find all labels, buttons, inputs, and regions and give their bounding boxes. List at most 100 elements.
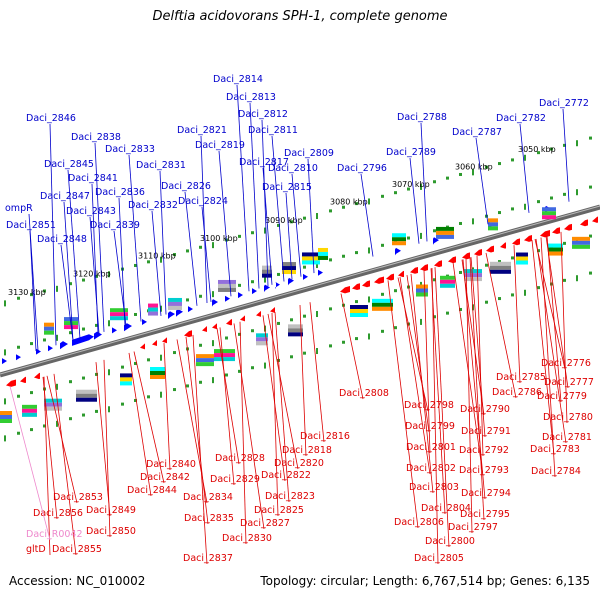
scale-dot-top [407, 187, 410, 191]
top-feature-block [148, 307, 158, 312]
scale-dot-lower [82, 376, 85, 380]
scale-dot-top [446, 176, 449, 180]
bottom-feature-block [288, 328, 303, 333]
top-strand-gene-arrow [212, 299, 218, 307]
scale-dot-bottom [160, 391, 162, 398]
top-gene-label-leader [29, 230, 37, 351]
top-gene-label-leader [128, 154, 142, 322]
bottom-strand-gene-arrow [212, 323, 217, 330]
scale-dot-lower [4, 398, 6, 405]
bottom-gene-label-leader [271, 312, 279, 517]
top-gene-label-leader [200, 135, 208, 304]
scale-dot-top [394, 191, 397, 195]
bottom-gene-label-leader [485, 252, 517, 399]
bottom-gene-label: Daci_2828 [215, 453, 265, 464]
scale-dot-top [498, 162, 501, 166]
scale-dot-bottom [238, 369, 241, 373]
bottom-gene-label: Daci_2816 [300, 431, 350, 442]
scale-dot-bottom [563, 278, 566, 282]
scale-tick-label: 3100 kbp [200, 234, 238, 243]
top-strand-gene-arrow [142, 318, 147, 327]
top-feature-block [44, 330, 54, 335]
top-feature-block [282, 262, 296, 267]
bottom-strand-gene-arrow [552, 227, 560, 235]
bottom-feature-block [350, 313, 368, 317]
bottom-feature-block [548, 243, 563, 248]
bottom-feature-block [0, 415, 12, 419]
bottom-gene-label: Daci_2795 [460, 509, 510, 520]
top-strand-gene-arrow [168, 311, 175, 319]
bottom-feature-block [22, 404, 37, 409]
scale-dot-bottom [186, 384, 189, 388]
bottom-gene-label-leader [299, 304, 307, 457]
top-feature-block [218, 287, 236, 292]
top-strand-gene-arrow [252, 288, 257, 296]
top-gene-label-leader [94, 142, 105, 332]
scale-dot-upper [589, 185, 592, 189]
bottom-feature-block [372, 298, 393, 303]
bottom-gene-label-leader [469, 257, 485, 521]
scale-dot-lower [381, 292, 384, 296]
top-gene-label-leader [49, 123, 57, 346]
bottom-gene-label-leader [262, 315, 286, 482]
bottom-gene-label-leader [560, 231, 568, 424]
top-strand-gene-arrow [225, 295, 230, 303]
top-gene-label-leader [307, 158, 315, 274]
scale-dot-lower [433, 278, 436, 282]
scale-dot-top [511, 158, 514, 162]
top-gene-label: Daci_2819 [195, 140, 245, 151]
scale-dot-lower [303, 314, 306, 318]
bottom-gene-label: Daci_2786 [492, 387, 542, 398]
scale-dot-lower [277, 321, 280, 325]
bottom-strand-gene-arrow [184, 330, 192, 338]
bottom-feature-block [44, 406, 62, 411]
top-gene-label: Daci_2772 [539, 98, 589, 109]
bottom-strand-gene-arrow [564, 223, 572, 231]
bottom-gene-label: Daci_2803 [409, 482, 459, 493]
scale-dot-lower [173, 351, 176, 355]
bottom-strand-gene-arrow [202, 326, 207, 333]
scale-dot-upper [433, 229, 436, 233]
scale-dot-bottom [134, 398, 137, 402]
scale-dot-top [303, 216, 306, 220]
bottom-gene-label: Daci_2808 [339, 388, 389, 399]
scale-dot-lower [485, 263, 488, 267]
top-gene-label: Daci_2843 [66, 206, 116, 217]
bottom-gene-label: Daci_2823 [265, 491, 315, 502]
bottom-gene-label: Daci_2830 [222, 533, 272, 544]
top-gene-label: Daci_2782 [496, 113, 546, 124]
bottom-strand-gene-arrow [362, 280, 370, 288]
top-gene-label: Daci_2845 [44, 159, 94, 170]
bottom-feature-block [440, 275, 455, 280]
scale-dot-bottom [342, 340, 345, 344]
bottom-gene-label-leader [95, 362, 111, 517]
bottom-gene-label-leader [233, 323, 265, 530]
genome-backbone [0, 204, 600, 378]
scale-dot-upper [160, 305, 162, 312]
top-feature-block [392, 241, 406, 246]
scale-dot-top [342, 205, 345, 209]
scale-dot-upper [69, 331, 72, 335]
bottom-gene-label: Daci_2834 [183, 492, 233, 503]
bottom-strand-gene-arrow [152, 340, 157, 347]
bottom-gene-label: Daci_2844 [127, 485, 177, 496]
top-feature-block [44, 322, 54, 327]
scale-dot-upper [368, 247, 370, 254]
bottom-feature-block [0, 411, 12, 415]
scale-dot-lower [160, 354, 162, 361]
bottom-gene-label-leader [216, 328, 240, 465]
bottom-gene-label-leader [53, 373, 77, 556]
scale-dot-upper [43, 338, 46, 342]
scale-dot-bottom [381, 329, 384, 333]
scale-dot-lower [459, 270, 462, 274]
bottom-gene-label: Daci_2800 [425, 536, 475, 547]
scale-dot-lower [589, 234, 592, 238]
bottom-feature-block [416, 284, 428, 289]
scale-dot-bottom [394, 326, 397, 330]
bottom-gene-label-leader [546, 235, 562, 403]
bottom-gene-label-leader [42, 376, 58, 520]
bottom-gene-label-leader [192, 334, 208, 565]
scale-dot-upper [381, 243, 384, 247]
scale-dot-bottom [4, 435, 6, 442]
top-strand-gene-arrow [303, 273, 308, 282]
